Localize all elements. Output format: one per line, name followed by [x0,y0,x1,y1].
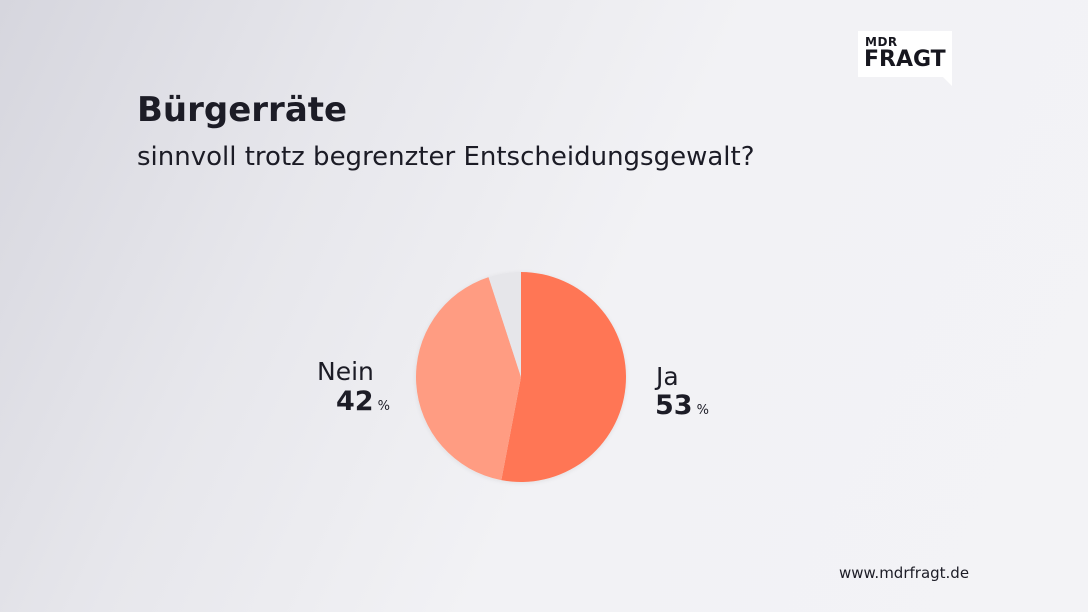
chart-title: Bürgerräte [137,90,348,130]
logo-text-top: MDR [865,35,898,49]
slice-value-nein: 42% [336,386,390,417]
slice-value-ja: 53% [655,390,709,421]
slice-value-ja-unit: % [696,403,709,418]
slice-value-nein-unit: % [377,399,390,414]
pie-slice-nein [415,277,521,481]
slice-label-nein: Nein [317,357,374,386]
slice-label-ja: Ja [656,362,679,391]
pie-slice-rest [488,272,521,377]
logo-text-main: FRAGT [864,47,946,72]
pie-slice-ja [501,272,626,483]
slice-value-nein-number: 42 [336,386,374,417]
slice-value-ja-number: 53 [655,390,693,421]
chart-subtitle: sinnvoll trotz begrenzter Entscheidungsg… [137,142,755,172]
footer-url: www.mdrfragt.de [839,564,970,582]
mdr-fragt-logo: MDR FRAGT [858,31,952,86]
